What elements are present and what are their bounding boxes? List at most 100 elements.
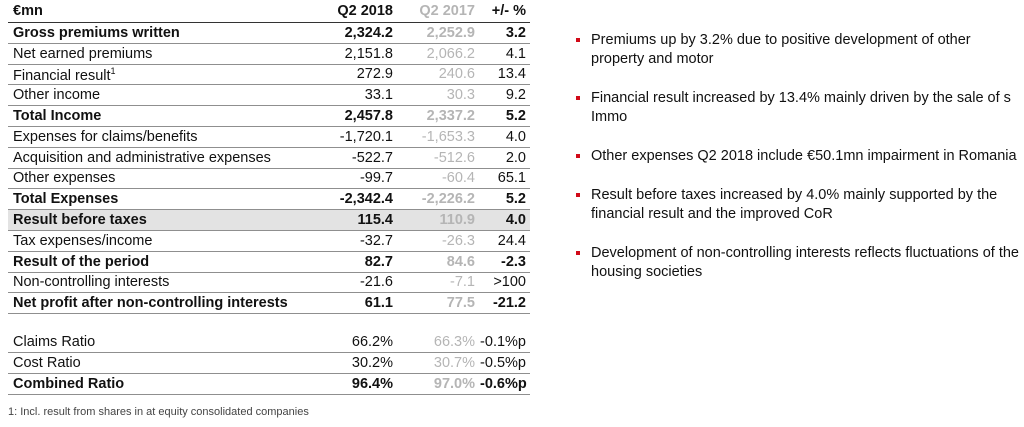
value-q2017: -7.1 bbox=[450, 274, 475, 291]
value-q2018: -2,342.4 bbox=[339, 191, 393, 208]
row-label: Total Income bbox=[13, 108, 102, 125]
value-q2017: 240.6 bbox=[438, 66, 475, 83]
value-change: 65.1 bbox=[497, 170, 526, 187]
table-row: Financial result1 272.9 240.6 13.4 bbox=[8, 65, 530, 86]
value-q2017: -60.4 bbox=[441, 170, 475, 187]
value-q2018: 33.1 bbox=[364, 87, 393, 104]
bullet-item: Other expenses Q2 2018 include €50.1mn i… bbox=[576, 147, 1021, 166]
row-label: Other income bbox=[13, 87, 101, 104]
value-q2018: 96.4% bbox=[351, 375, 393, 392]
table-row: Net profit after non-controlling interes… bbox=[8, 293, 530, 315]
value-change: 5.2 bbox=[505, 191, 526, 208]
row-label: Result of the period bbox=[13, 253, 150, 270]
value-q2017: -512.6 bbox=[433, 149, 475, 166]
table-body: Gross premiums written 2,324.2 2,252.9 3.2 N… bbox=[8, 23, 530, 315]
table-row: Cost Ratio 30.2% 30.7% -0.5%p bbox=[8, 353, 530, 374]
header-q2017: Q2 2017 bbox=[419, 3, 475, 19]
value-q2017: 2,337.2 bbox=[426, 108, 475, 125]
bullet-text: Result before taxes increased by 4.0% ma… bbox=[591, 187, 998, 222]
value-q2018: -32.7 bbox=[359, 232, 393, 249]
value-change: 4.1 bbox=[505, 45, 526, 62]
bullet-text: Other expenses Q2 2018 include €50.1mn i… bbox=[591, 148, 1017, 164]
row-label: Acquisition and administrative expenses bbox=[13, 149, 271, 166]
bullet-square-icon bbox=[576, 251, 580, 255]
bullet-text: Financial result increased by 13.4% main… bbox=[591, 90, 1011, 125]
row-label: Result before taxes bbox=[13, 212, 147, 229]
bullet-square-icon bbox=[576, 38, 580, 42]
value-change: 9.2 bbox=[505, 87, 526, 104]
value-change: -21.2 bbox=[492, 295, 526, 312]
value-change: -0.6%p bbox=[480, 375, 527, 392]
value-change: 2.0 bbox=[505, 149, 526, 166]
row-label: Cost Ratio bbox=[13, 354, 81, 371]
value-q2017: 2,066.2 bbox=[426, 45, 475, 62]
value-q2018: 61.1 bbox=[364, 295, 393, 312]
value-q2018: 2,457.8 bbox=[344, 108, 393, 125]
row-label: Other expenses bbox=[13, 170, 116, 187]
row-label: Non-controlling interests bbox=[13, 274, 170, 291]
value-q2018: 30.2% bbox=[351, 354, 393, 371]
value-change: 3.2 bbox=[505, 24, 526, 41]
value-q2017: 84.6 bbox=[446, 253, 475, 270]
header-change: +/- % bbox=[491, 3, 526, 19]
row-label: Net earned premiums bbox=[13, 45, 153, 62]
row-label: Net profit after non-controlling interes… bbox=[13, 295, 288, 312]
bullet-square-icon bbox=[576, 193, 580, 197]
table-row: Total Expenses -2,342.4 -2,226.2 5.2 bbox=[8, 189, 530, 211]
value-q2018: -21.6 bbox=[359, 274, 393, 291]
value-q2017: -26.3 bbox=[441, 232, 475, 249]
value-change: -2.3 bbox=[501, 253, 526, 270]
table-row: Non-controlling interests -21.6 -7.1 >100 bbox=[8, 273, 530, 294]
value-change: 5.2 bbox=[505, 108, 526, 125]
header-q2018: Q2 2018 bbox=[337, 3, 393, 19]
value-change: 4.0 bbox=[505, 212, 526, 229]
footnote-marker: 1 bbox=[110, 65, 116, 76]
financial-table: €mn Q2 2018 Q2 2017 +/- % Gross premiums… bbox=[8, 0, 530, 395]
table-row: Result before taxes 115.4 110.9 4.0 bbox=[8, 210, 530, 231]
table-row: Combined Ratio 96.4% 97.0% -0.6%p bbox=[8, 374, 530, 395]
bullet-item: Result before taxes increased by 4.0% ma… bbox=[576, 186, 1021, 224]
value-q2018: -99.7 bbox=[359, 170, 393, 187]
value-q2018: -522.7 bbox=[351, 149, 393, 166]
value-q2017: 30.3 bbox=[446, 87, 475, 104]
value-q2018: -1,720.1 bbox=[339, 128, 393, 145]
row-label: Claims Ratio bbox=[13, 334, 96, 351]
footnote: 1: Incl. result from shares in at equity… bbox=[8, 406, 309, 418]
value-change: 13.4 bbox=[497, 66, 526, 83]
value-change: -0.5%p bbox=[480, 354, 526, 371]
table-row: Total Income 2,457.8 2,337.2 5.2 bbox=[8, 106, 530, 127]
bullet-text: Premiums up by 3.2% due to positive deve… bbox=[591, 32, 971, 67]
row-label: Expenses for claims/benefits bbox=[13, 128, 198, 145]
value-q2018: 115.4 bbox=[357, 212, 394, 229]
value-q2018: 272.9 bbox=[356, 66, 393, 83]
bullet-item: Development of non-controlling interests… bbox=[576, 244, 1021, 282]
ratios-body: Claims Ratio 66.2% 66.3% -0.1%p Cost Ratio 30… bbox=[8, 332, 530, 395]
value-q2017: -2,226.2 bbox=[421, 191, 475, 208]
table-row: Expenses for claims/benefits -1,720.1 -1,6… bbox=[8, 127, 530, 148]
value-q2017: 77.5 bbox=[446, 295, 475, 312]
value-change: 4.0 bbox=[505, 128, 526, 145]
header-label: €mn bbox=[13, 3, 43, 19]
value-change: >100 bbox=[493, 274, 526, 291]
bullet-square-icon bbox=[576, 154, 580, 158]
table-gap bbox=[8, 314, 530, 332]
table-row: Acquisition and administrative expenses -… bbox=[8, 148, 530, 169]
bullet-item: Premiums up by 3.2% due to positive deve… bbox=[576, 31, 1021, 69]
table-row: Claims Ratio 66.2% 66.3% -0.1%p bbox=[8, 332, 530, 353]
value-change: 24.4 bbox=[497, 232, 526, 249]
value-q2017: 66.3% bbox=[433, 334, 475, 351]
table-row: Gross premiums written 2,324.2 2,252.9 3.2 bbox=[8, 23, 530, 44]
value-change: -0.1%p bbox=[480, 334, 526, 351]
table-header: €mn Q2 2018 Q2 2017 +/- % bbox=[8, 0, 530, 23]
table-row: Other income 33.1 30.3 9.2 bbox=[8, 85, 530, 107]
value-q2017: 30.7% bbox=[433, 354, 475, 371]
table-row: Other expenses -99.7 -60.4 65.1 bbox=[8, 169, 530, 190]
bullet-item: Financial result increased by 13.4% main… bbox=[576, 89, 1021, 127]
table-row: Tax expenses/income -32.7 -26.3 24.4 bbox=[8, 231, 530, 252]
row-label: Gross premiums written bbox=[13, 24, 180, 41]
value-q2018: 66.2% bbox=[351, 334, 393, 351]
bullet-square-icon bbox=[576, 96, 580, 100]
bullet-list: Premiums up by 3.2% due to positive deve… bbox=[576, 31, 1021, 302]
table-row: Net earned premiums 2,151.8 2,066.2 4.1 bbox=[8, 44, 530, 65]
value-q2018: 82.7 bbox=[364, 253, 393, 270]
